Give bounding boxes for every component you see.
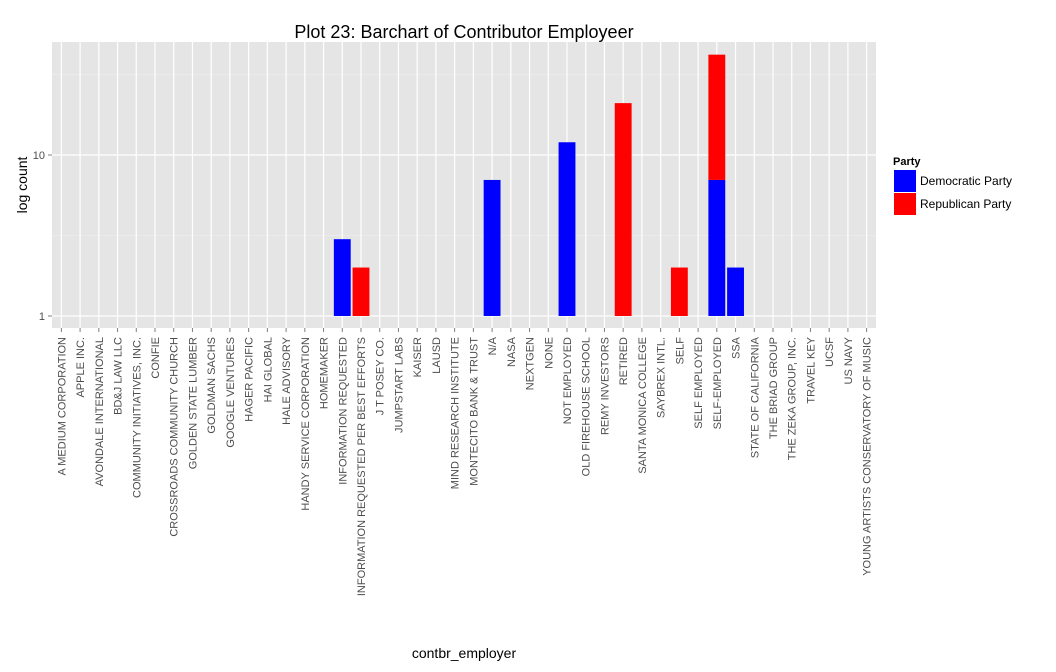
x-tick-label: YOUNG ARTISTS CONSERVATORY OF MUSIC <box>862 337 874 576</box>
x-tick-label: MIND RESEARCH INSTITUTE <box>450 337 462 489</box>
bar-segment <box>352 267 370 316</box>
plot-panel <box>52 42 876 328</box>
x-tick-label: HANDY SERVICE CORPORATION <box>300 337 312 511</box>
x-tick-label: INFORMATION REQUESTED PER BEST EFFORTS <box>356 337 368 596</box>
bars <box>333 54 744 316</box>
x-tick-label: LAUSD <box>431 337 443 374</box>
x-tick-label: CONFIE <box>150 337 162 379</box>
x-tick-label: RETIRED <box>618 337 630 385</box>
x-tick-label: TRAVEL KEY <box>805 336 817 403</box>
x-tick-label: SELF-EMPLOYED <box>712 337 724 429</box>
bar-segment <box>333 239 351 316</box>
x-tick-label: THE ZEKA GROUP, INC. <box>787 337 799 460</box>
legend: Party Democratic Party Republican Party <box>893 156 1012 215</box>
x-tick-label: JUMPSTART LABS <box>393 337 405 433</box>
x-tick-label: A MEDIUM CORPORATION <box>56 337 68 476</box>
x-tick-label: J T POSEY CO. <box>375 337 387 415</box>
x-tick-label: COMMUNITY INITIATIVES, INC. <box>131 337 143 498</box>
x-tick-label: NASA <box>506 336 518 367</box>
x-tick-label: NONE <box>543 337 555 369</box>
x-tick-label: US NAVY <box>843 336 855 384</box>
x-tick-label: HALE ADVISORY <box>281 336 293 424</box>
x-tick-label: GOLDEN STATE LUMBER <box>187 337 199 469</box>
x-tick-label: AVONDALE INTERNATIONAL <box>94 337 106 486</box>
x-tick-label: HOMEMAKER <box>319 337 331 409</box>
x-tick-label: CROSSROADS COMMUNITY CHURCH <box>169 337 181 537</box>
x-tick-label: HAI GLOBAL <box>262 337 274 402</box>
x-tick-label: UCSF <box>824 337 836 367</box>
bar-segment <box>614 103 632 316</box>
x-tick-label: NOT EMPLOYED <box>562 337 574 424</box>
x-tick-label: MONTECITO BANK & TRUST <box>468 337 480 486</box>
x-tick-label: BD&J LAW LLC <box>113 337 125 415</box>
legend-swatch <box>894 170 916 192</box>
chart-title: Plot 23: Barchart of Contributor Employe… <box>294 22 633 42</box>
x-axis-title: contbr_employer <box>412 645 517 661</box>
bar-segment <box>670 267 688 316</box>
x-tick-label: HAGER PACIFIC <box>244 337 256 422</box>
y-tick-label: 1 <box>39 311 45 323</box>
x-tick-label: INFORMATION REQUESTED <box>337 337 349 485</box>
x-tick-label: NEXTGEN <box>525 337 537 390</box>
legend-swatch <box>894 193 916 215</box>
x-tick-label: SELF EMPLOYED <box>693 337 705 429</box>
bar-segment <box>708 54 726 180</box>
x-tick-label: APPLE INC. <box>75 337 87 398</box>
legend-label: Republican Party <box>920 197 1011 211</box>
bar-segment <box>483 179 501 316</box>
y-axis: 1 10 <box>33 150 52 323</box>
y-axis-title: log count <box>14 156 30 213</box>
x-tick-label: GOOGLE VENTURES <box>225 337 237 448</box>
x-tick-label: GOLDMAN SACHS <box>206 337 218 434</box>
x-tick-label: SELF <box>674 337 686 365</box>
x-tick-label: KAISER <box>412 337 424 377</box>
x-tick-label: OLD FIREHOUSE SCHOOL <box>581 337 593 476</box>
x-tick-label: THE BRIAD GROUP <box>768 337 780 439</box>
bar-segment <box>727 267 744 316</box>
y-tick-label: 10 <box>33 150 45 162</box>
x-tick-label: STATE OF CALIFORNIA <box>749 336 761 458</box>
bar-segment <box>558 142 576 316</box>
x-tick-label: SANTA MONICA COLLEGE <box>637 337 649 474</box>
x-axis: A MEDIUM CORPORATION APPLE INC. AVONDALE I… <box>56 328 874 596</box>
bar-segment <box>708 179 726 316</box>
x-tick-label: REMY INVESTORS <box>599 337 611 435</box>
x-tick-label: SSA <box>731 336 743 359</box>
legend-title: Party <box>893 156 921 168</box>
x-tick-label: N/A <box>487 336 499 355</box>
legend-label: Democratic Party <box>920 174 1012 188</box>
x-tick-label: SAYBREX INTL. <box>656 337 668 418</box>
